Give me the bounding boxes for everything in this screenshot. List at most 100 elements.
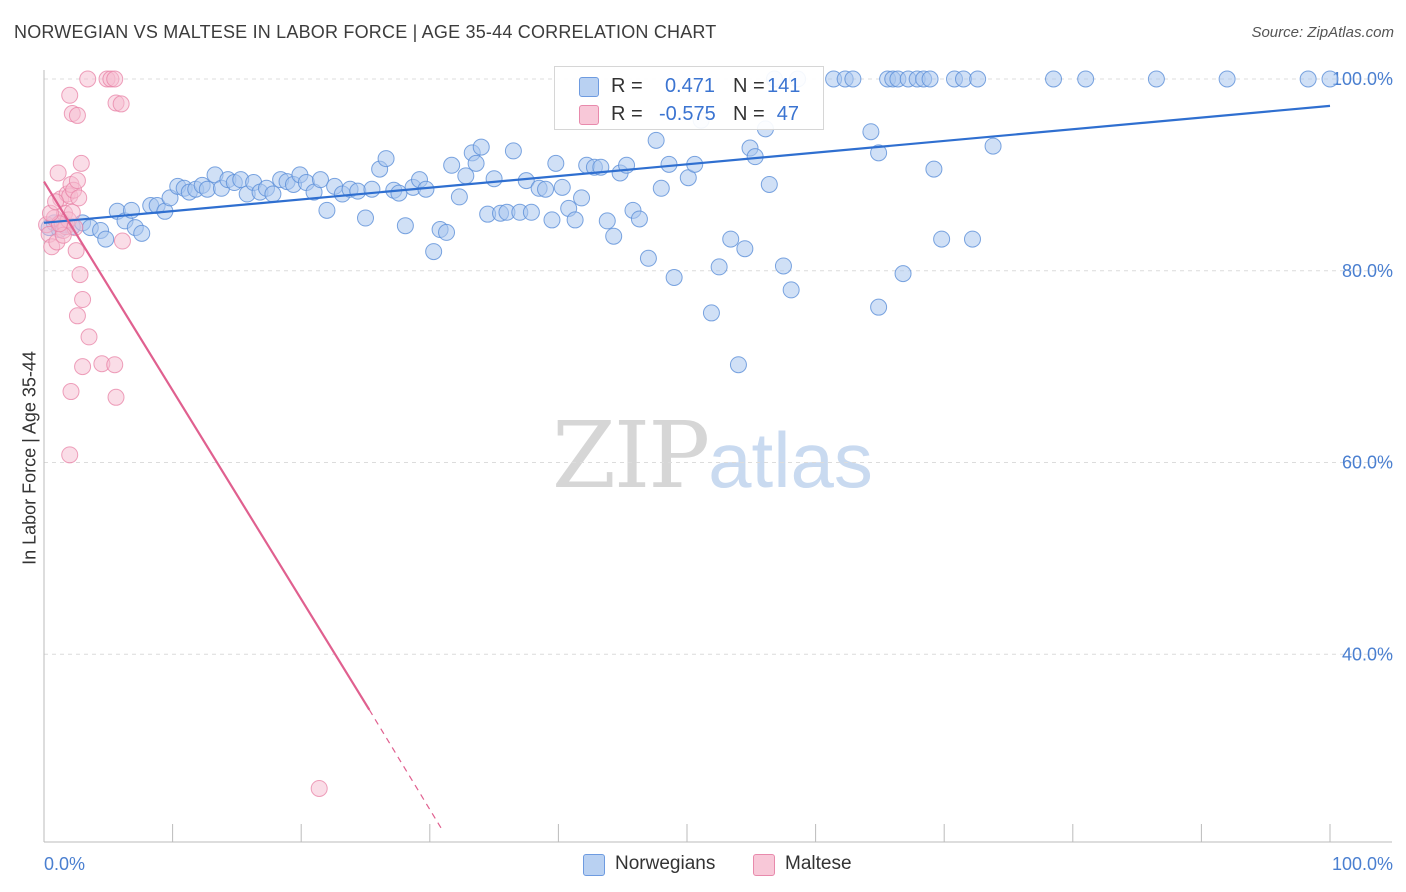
norwegian-point: [1045, 70, 1063, 88]
norwegian-point: [485, 170, 503, 188]
norwegian-point: [377, 150, 395, 168]
norwegian-point: [933, 230, 951, 248]
maltese-point: [49, 164, 67, 182]
maltese-point: [62, 383, 80, 401]
norwegian-point: [774, 257, 792, 275]
norwegian-point: [390, 184, 408, 202]
norwegian-point: [1218, 70, 1236, 88]
norwegian-point: [630, 210, 648, 228]
legend-n-label: N =: [733, 75, 765, 97]
legend-r-label: R =: [611, 103, 643, 125]
legend-n-value: 141: [767, 75, 801, 97]
norwegian-point: [665, 268, 683, 286]
norwegian-point: [396, 217, 414, 235]
y-tick-label: 40.0%: [1342, 644, 1393, 664]
maltese-point: [106, 70, 124, 88]
norwegian-point: [573, 189, 591, 207]
legend-n-label: N =: [733, 103, 765, 125]
norwegian-point: [894, 265, 912, 283]
legend-row-maltese: R = -0.575 N = 47: [555, 99, 823, 127]
legend-swatch-maltese: [579, 105, 599, 125]
y-tick-label: 80.0%: [1342, 261, 1393, 281]
maltese-point: [107, 388, 125, 406]
maltese-point: [68, 172, 86, 190]
norwegian-point: [1147, 70, 1165, 88]
x-tick-label: 0.0%: [44, 854, 85, 874]
legend-n-value: 47: [776, 103, 799, 125]
norwegian-point: [969, 70, 987, 88]
maltese-point: [61, 86, 79, 104]
legend-row-norwegians: R = 0.471 N = 141: [555, 71, 823, 99]
maltese-point: [61, 446, 79, 464]
maltese-point: [74, 358, 92, 376]
norwegian-point: [363, 180, 381, 198]
series-legend: Norwegians Maltese: [0, 851, 1406, 879]
norwegian-point: [844, 70, 862, 88]
correlation-legend: R = 0.471 N = 141 R = -0.575 N = 47: [554, 66, 824, 130]
norwegian-point: [198, 180, 216, 198]
norwegian-point: [736, 240, 754, 258]
norwegian-point: [438, 223, 456, 241]
maltese-point: [68, 307, 86, 325]
norwegian-point: [652, 179, 670, 197]
legend-swatch-norwegians: [579, 77, 599, 97]
norwegian-point: [133, 224, 151, 242]
norwegian-point: [647, 131, 665, 149]
norwegian-point: [425, 243, 443, 261]
norwegian-point: [702, 304, 720, 322]
norwegian-point: [1077, 70, 1095, 88]
norwegian-point: [984, 137, 1002, 155]
norwegian-point: [543, 211, 561, 229]
maltese-point: [74, 291, 92, 309]
norwegian-point: [1299, 70, 1317, 88]
legend-label-norwegians: Norwegians: [615, 853, 716, 874]
chart-title: NORWEGIAN VS MALTESE IN LABOR FORCE | AG…: [14, 22, 717, 42]
maltese-point: [79, 70, 97, 88]
norwegian-point: [311, 171, 329, 189]
legend-label-maltese: Maltese: [785, 853, 852, 874]
maltese-point: [70, 189, 88, 207]
norwegian-point: [547, 154, 565, 172]
legend-swatch-maltese: [753, 854, 775, 876]
legend-r-label: R =: [611, 75, 643, 97]
source-label: Source: ZipAtlas.com: [1251, 24, 1394, 41]
norwegian-trend-line: [43, 104, 1331, 224]
norwegian-point: [522, 203, 540, 221]
norwegian-point: [504, 142, 522, 160]
norwegian-point: [357, 209, 374, 227]
x-tick-label: 100.0%: [1332, 854, 1393, 874]
norwegian-point: [660, 155, 678, 173]
norwegian-point: [318, 201, 336, 219]
norwegian-point: [729, 356, 747, 374]
norwegian-point: [760, 175, 778, 193]
norwegian-point: [870, 144, 888, 162]
norwegian-point: [472, 138, 490, 156]
watermark-atlas: atlas: [708, 416, 873, 504]
norwegian-point: [870, 298, 888, 316]
norwegian-point: [963, 230, 981, 248]
maltese-point: [112, 95, 130, 113]
legend-swatch-norwegians: [583, 854, 605, 876]
norwegian-point: [467, 154, 485, 172]
maltese-point: [68, 106, 86, 124]
maltese-point: [113, 232, 131, 250]
maltese-point: [310, 779, 328, 797]
norwegian-point: [925, 160, 943, 178]
norwegian-point: [954, 70, 972, 88]
norwegian-point: [639, 249, 657, 267]
norwegian-point: [1321, 70, 1339, 88]
watermark: ZIPatlas: [552, 402, 873, 509]
norwegian-point: [450, 188, 468, 206]
maltese-trend-extension: [368, 709, 444, 831]
norwegian-point: [598, 212, 616, 230]
norwegian-point: [710, 258, 728, 276]
maltese-point: [80, 328, 98, 346]
norwegian-point: [537, 180, 555, 198]
norwegian-point: [553, 178, 571, 196]
norwegian-point: [722, 230, 740, 248]
legend-r-value: -0.575: [659, 103, 716, 125]
maltese-point: [71, 266, 89, 284]
norwegian-point: [862, 123, 880, 141]
watermark-zip: ZIP: [552, 402, 710, 509]
